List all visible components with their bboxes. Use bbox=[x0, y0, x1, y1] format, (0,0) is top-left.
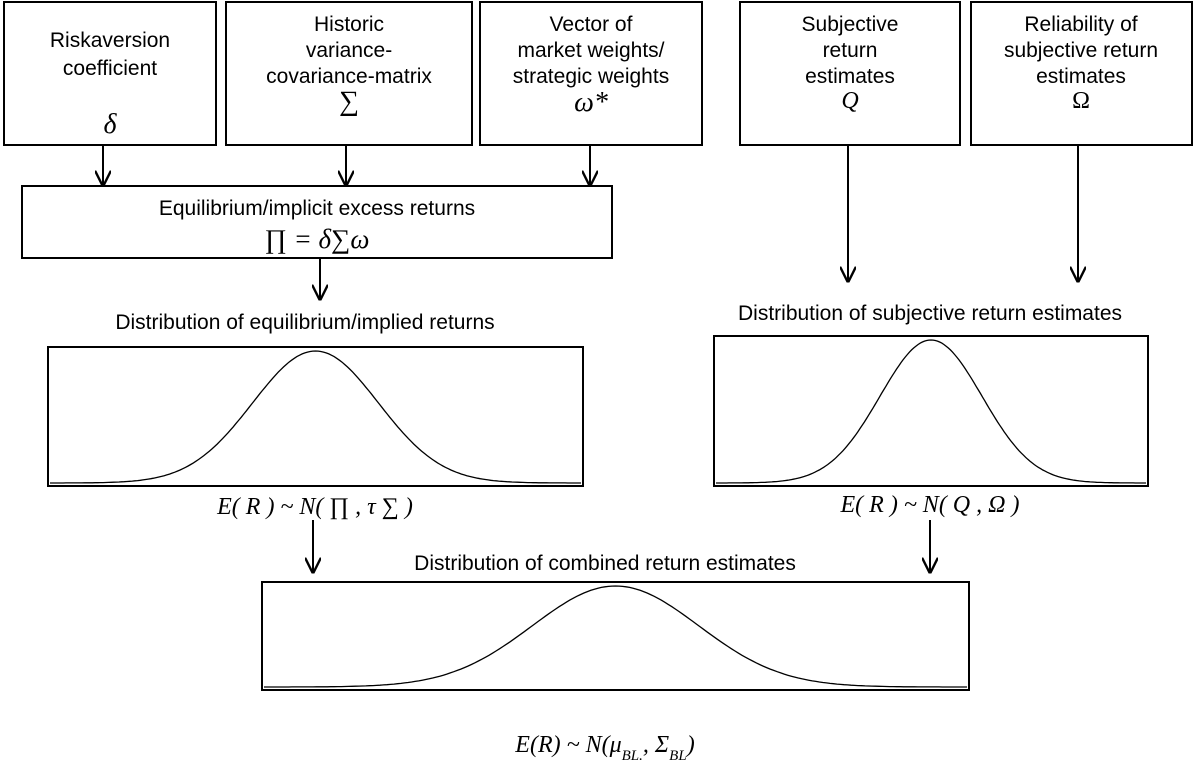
distribution-box bbox=[47, 346, 584, 487]
input-label: Riskaversion bbox=[50, 29, 170, 52]
formula-subscript: BL. bbox=[622, 748, 643, 764]
distribution-title: Distribution of combined return estimate… bbox=[414, 552, 796, 575]
input-label: subjective return bbox=[1004, 39, 1158, 62]
input-label: covariance-matrix bbox=[266, 65, 432, 88]
distribution-title: Distribution of subjective return estima… bbox=[738, 302, 1122, 325]
input-label: coefficient bbox=[63, 57, 157, 80]
input-box bbox=[3, 1, 217, 146]
distribution-formula: E( R ) ~ N( Q , Ω ) bbox=[840, 492, 1020, 518]
input-box bbox=[479, 1, 703, 146]
input-box bbox=[970, 1, 1193, 146]
equilibrium-box bbox=[21, 185, 613, 259]
input-label: Reliability of bbox=[1024, 13, 1137, 36]
distribution-title: Distribution of equilibrium/implied retu… bbox=[115, 311, 494, 334]
input-label: Subjective bbox=[802, 13, 899, 36]
input-label: Vector of bbox=[550, 13, 633, 36]
formula-part: E(R) ~ N(μ bbox=[514, 732, 621, 758]
input-symbol: ω* bbox=[574, 87, 608, 118]
distribution-box bbox=[713, 335, 1149, 487]
formula-part: ) bbox=[685, 732, 695, 758]
equilibrium-label: Equilibrium/implicit excess returns bbox=[159, 197, 475, 220]
distribution-formula: E(R) ~ N(μBL., ΣBL) bbox=[514, 732, 694, 764]
input-label: estimates bbox=[1036, 65, 1126, 88]
formula-subscript: BL bbox=[669, 748, 687, 764]
input-box bbox=[739, 1, 961, 146]
bell-curve bbox=[50, 350, 581, 484]
input-label: Historic bbox=[314, 13, 384, 36]
input-symbol: δ bbox=[103, 109, 117, 140]
input-box bbox=[225, 1, 473, 146]
input-label: return bbox=[823, 39, 878, 62]
distribution-box bbox=[261, 581, 970, 691]
distribution-formula: E( R ) ~ N( ∏ , τ ∑ ) bbox=[216, 494, 413, 520]
input-label: market weights/ bbox=[517, 39, 664, 62]
formula-part: , Σ bbox=[643, 732, 669, 758]
input-symbol: Q bbox=[841, 88, 858, 114]
equilibrium-formula: ∏ = δ∑ω bbox=[265, 224, 370, 254]
input-label: strategic weights bbox=[513, 65, 669, 88]
input-symbol: ∑ bbox=[339, 86, 359, 117]
input-symbol: Ω bbox=[1072, 88, 1090, 114]
bell-curve bbox=[716, 339, 1146, 484]
input-label: estimates bbox=[805, 65, 895, 88]
input-label: variance- bbox=[306, 39, 392, 62]
bell-curve bbox=[264, 585, 967, 688]
